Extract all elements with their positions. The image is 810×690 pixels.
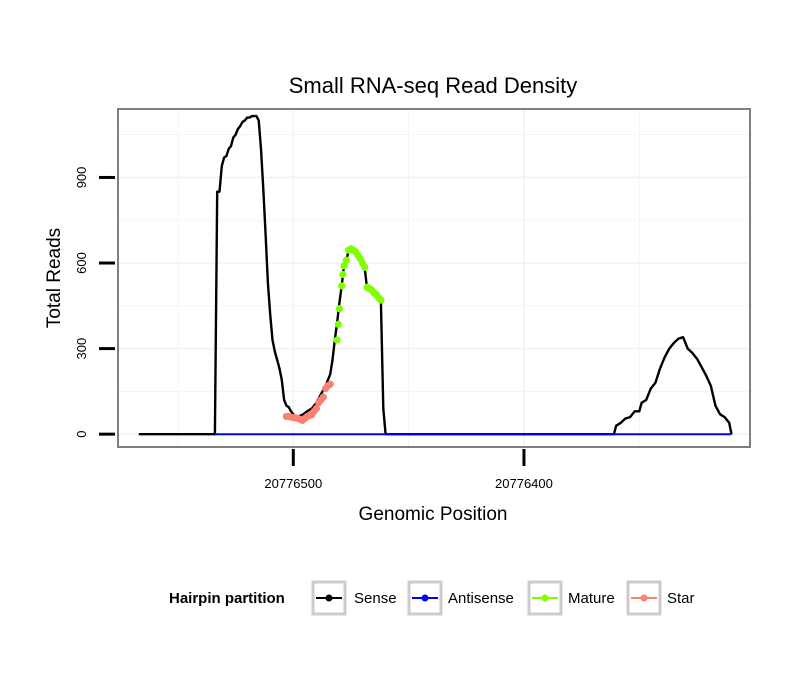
plot-panel <box>117 108 751 448</box>
sense-legend-point <box>325 594 333 602</box>
y-tick-label: 300 <box>74 338 89 360</box>
legend-items: Sense Antisense Mature Star <box>311 580 695 616</box>
x-tick-label: 20776500 <box>264 476 322 491</box>
star-point <box>312 404 320 413</box>
y-axis-title: Total Reads <box>44 228 65 328</box>
mature-point <box>339 270 347 279</box>
star-legend-point <box>640 594 648 602</box>
mature-point <box>340 262 348 270</box>
mature-point <box>377 296 385 304</box>
y-tick-label: 900 <box>74 167 89 189</box>
sense-legend-label: Sense <box>354 590 397 607</box>
mature-point <box>338 282 346 290</box>
mature-point <box>342 256 350 264</box>
star-legend-label: Star <box>667 590 695 607</box>
x-axis-title: Genomic Position <box>359 504 508 525</box>
x-tick-label: 20776400 <box>495 476 553 491</box>
y-tick-label: 0 <box>74 431 89 438</box>
grid-lines <box>118 109 750 447</box>
mature-legend-label: Mature <box>568 590 615 607</box>
chart-title: Small RNA-seq Read Density <box>289 73 578 98</box>
antisense-legend-label: Antisense <box>448 590 514 607</box>
y-axis: 0 300 600 900 <box>74 167 115 438</box>
star-point <box>326 380 334 388</box>
mature-legend-point <box>541 594 549 602</box>
x-axis: 20776500 20776400 <box>264 449 553 491</box>
legend: Hairpin partition Sense Antisense Mature St… <box>169 580 695 616</box>
mature-point <box>333 336 341 344</box>
series-layer <box>138 114 733 436</box>
antisense-legend-point <box>421 594 429 602</box>
sense-series-line <box>138 114 733 436</box>
mature-point <box>361 263 369 271</box>
mature-point <box>335 305 344 313</box>
plot-border <box>117 108 751 448</box>
mature-point <box>334 320 342 328</box>
y-tick-label: 600 <box>74 252 89 274</box>
legend-title: Hairpin partition <box>169 590 285 607</box>
star-point <box>319 393 327 401</box>
plot-background <box>118 109 750 447</box>
